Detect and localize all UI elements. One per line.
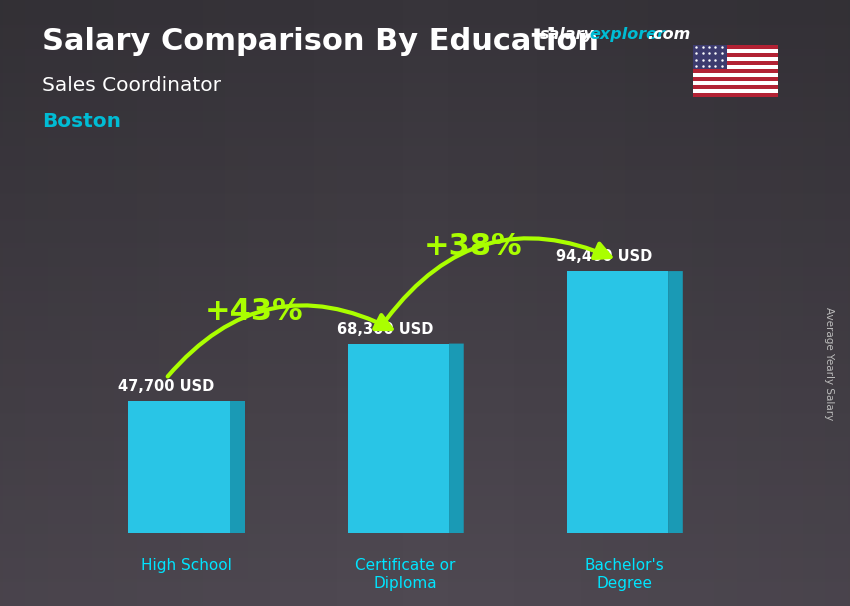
Bar (693, 73, 778, 77)
Text: explorer: explorer (589, 27, 665, 42)
Bar (693, 45, 778, 50)
Bar (693, 77, 778, 81)
Bar (693, 85, 778, 89)
Bar (693, 50, 778, 53)
Text: +43%: +43% (205, 296, 303, 325)
Bar (693, 93, 778, 97)
Polygon shape (348, 344, 449, 533)
Text: Bachelor's
Degree: Bachelor's Degree (585, 558, 665, 591)
Text: 94,400 USD: 94,400 USD (556, 249, 652, 264)
Bar (693, 89, 778, 93)
Bar (693, 58, 778, 61)
Text: Average Yearly Salary: Average Yearly Salary (824, 307, 834, 420)
Polygon shape (567, 271, 668, 533)
Polygon shape (668, 271, 683, 533)
Polygon shape (449, 344, 464, 533)
Text: High School: High School (141, 558, 232, 573)
Bar (693, 53, 778, 58)
Text: Sales Coordinator: Sales Coordinator (42, 76, 222, 95)
Polygon shape (128, 401, 230, 533)
Text: .com: .com (648, 27, 691, 42)
Text: 47,700 USD: 47,700 USD (118, 379, 214, 394)
Polygon shape (230, 401, 245, 533)
Text: Salary Comparison By Education: Salary Comparison By Education (42, 27, 599, 56)
Bar (693, 81, 778, 85)
Text: Boston: Boston (42, 112, 122, 131)
Bar (693, 61, 778, 65)
Bar (693, 69, 778, 73)
Bar (693, 65, 778, 69)
Text: Certificate or
Diploma: Certificate or Diploma (355, 558, 456, 591)
Text: +38%: +38% (424, 231, 523, 261)
Bar (693, 45, 727, 69)
Text: salary: salary (540, 27, 594, 42)
Text: 68,300 USD: 68,300 USD (337, 322, 434, 336)
